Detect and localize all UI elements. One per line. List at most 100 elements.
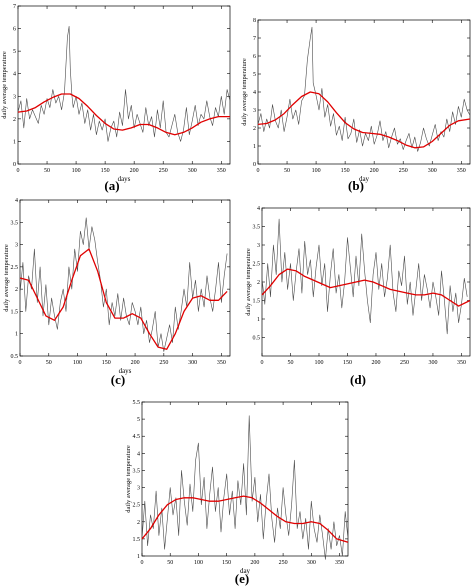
x-tick-label: 200	[250, 560, 259, 566]
x-tick-label: 350	[217, 360, 226, 366]
y-axis-label: daily average temperature	[245, 248, 252, 316]
observed-series	[141, 415, 349, 560]
x-axis-label: days	[118, 175, 131, 183]
plot-frame	[261, 207, 471, 357]
x-tick-label: 50	[46, 360, 52, 366]
x-tick-label: 0	[17, 168, 20, 174]
y-tick-label: 3	[137, 486, 140, 492]
fitted-curve	[261, 268, 471, 307]
x-tick-label: 250	[159, 168, 168, 174]
plot-frame	[141, 401, 349, 557]
y-tick-label: 5	[253, 72, 256, 78]
y-axis-label: daily average temperature	[241, 58, 248, 126]
x-tick-label: 300	[188, 360, 197, 366]
y-tick-label: 3	[13, 94, 16, 100]
x-tick-label: 250	[399, 168, 408, 174]
x-tick-label: 0	[261, 360, 264, 366]
chart-panel: 0 50 100 150 200 250 300 350 0.5 1 1.5 2 2.5 3 3.5 4 day…	[3, 198, 231, 387]
y-tick-label: 2	[257, 280, 260, 286]
x-tick-label: 300	[428, 168, 437, 174]
y-tick-label: 1.5	[253, 299, 261, 305]
x-tick-label: 350	[217, 168, 226, 174]
chart-panel: 0 50 100 150 200 250 300 350 0 1 2 3 4 5 6 7 days daily a…	[1, 4, 231, 193]
observed-series	[261, 218, 468, 335]
x-tick-label: 350	[457, 360, 466, 366]
x-tick-label: 250	[400, 360, 409, 366]
x-tick-label: 350	[335, 560, 344, 566]
x-axis-label: day	[240, 567, 251, 575]
y-tick-label: 1	[137, 554, 140, 560]
x-tick-label: 150	[101, 168, 110, 174]
y-tick-label: 4	[253, 90, 256, 96]
y-tick-label: 3	[15, 243, 18, 249]
x-tick-label: 200	[131, 360, 140, 366]
x-tick-label: 50	[44, 168, 50, 174]
y-tick-label: 3.5	[11, 220, 19, 226]
fitted-curve	[257, 91, 471, 149]
y-tick-label: 6	[13, 27, 16, 33]
x-axis-label: days	[119, 367, 132, 375]
y-axis-label: daily average temperature	[3, 244, 10, 312]
observed-series	[257, 26, 471, 152]
y-tick-label: 2.5	[133, 503, 141, 509]
y-tick-label: 0.5	[253, 336, 261, 342]
x-tick-label: 150	[102, 360, 111, 366]
y-tick-label: 7	[253, 36, 256, 42]
x-tick-label: 350	[457, 168, 466, 174]
x-tick-label: 0	[257, 168, 260, 174]
y-tick-label: 1.5	[133, 537, 141, 543]
y-tick-label: 0	[253, 162, 256, 168]
y-tick-label: 2	[13, 117, 16, 123]
y-tick-label: 1	[15, 332, 18, 338]
y-tick-label: 5	[137, 417, 140, 423]
fitted-curve	[19, 248, 228, 350]
y-tick-label: 5	[13, 49, 16, 55]
x-tick-label: 300	[307, 560, 316, 566]
y-tick-label: 1	[257, 317, 260, 323]
y-tick-label: 8	[253, 18, 256, 24]
y-axis-label: daily average temperature	[1, 51, 8, 119]
x-tick-label: 100	[312, 168, 321, 174]
y-tick-label: 4	[15, 198, 18, 204]
y-tick-label: 5.5	[133, 400, 141, 406]
x-tick-label: 100	[194, 560, 203, 566]
x-tick-label: 100	[73, 360, 82, 366]
chart-panel: 0 50 100 150 200 250 300 350 0.5 1 1.5 2 2.5 3 3.5 4 dai…	[245, 206, 471, 387]
panel-label: (d)	[350, 372, 366, 387]
x-axis-label: day	[359, 175, 370, 183]
y-tick-label: 2.5	[11, 265, 19, 271]
y-tick-label: 4	[137, 451, 140, 457]
x-tick-label: 50	[287, 360, 293, 366]
panel-label: (b)	[348, 178, 364, 193]
panel-label: (a)	[104, 178, 119, 193]
y-tick-label: 2	[15, 287, 18, 293]
y-tick-label: 4.5	[133, 434, 141, 440]
panel-label: (c)	[111, 372, 125, 387]
y-tick-label: 1	[253, 144, 256, 150]
y-tick-label: 3.5	[133, 468, 141, 474]
x-tick-label: 50	[167, 560, 173, 566]
y-tick-label: 4	[13, 72, 16, 78]
x-tick-label: 200	[371, 360, 380, 366]
y-tick-label: 2.5	[253, 262, 261, 268]
y-tick-label: 0	[13, 162, 16, 168]
y-tick-label: 4	[257, 206, 260, 212]
plot-frame	[19, 199, 231, 357]
x-tick-label: 300	[188, 168, 197, 174]
plot-frame	[257, 19, 471, 165]
y-tick-label: 3.5	[253, 225, 261, 231]
y-tick-label: 2	[137, 520, 140, 526]
x-tick-label: 0	[141, 560, 144, 566]
fitted-curve	[141, 495, 349, 543]
x-tick-label: 200	[370, 168, 379, 174]
observed-series	[19, 217, 228, 352]
y-tick-label: 2	[253, 126, 256, 132]
y-tick-label: 7	[13, 4, 16, 10]
y-tick-label: 1.5	[11, 309, 19, 315]
y-tick-label: 3	[257, 243, 260, 249]
panel-label: (e)	[235, 571, 249, 586]
x-tick-label: 100	[72, 168, 81, 174]
y-tick-label: 0.5	[11, 354, 19, 360]
x-tick-label: 50	[284, 168, 290, 174]
